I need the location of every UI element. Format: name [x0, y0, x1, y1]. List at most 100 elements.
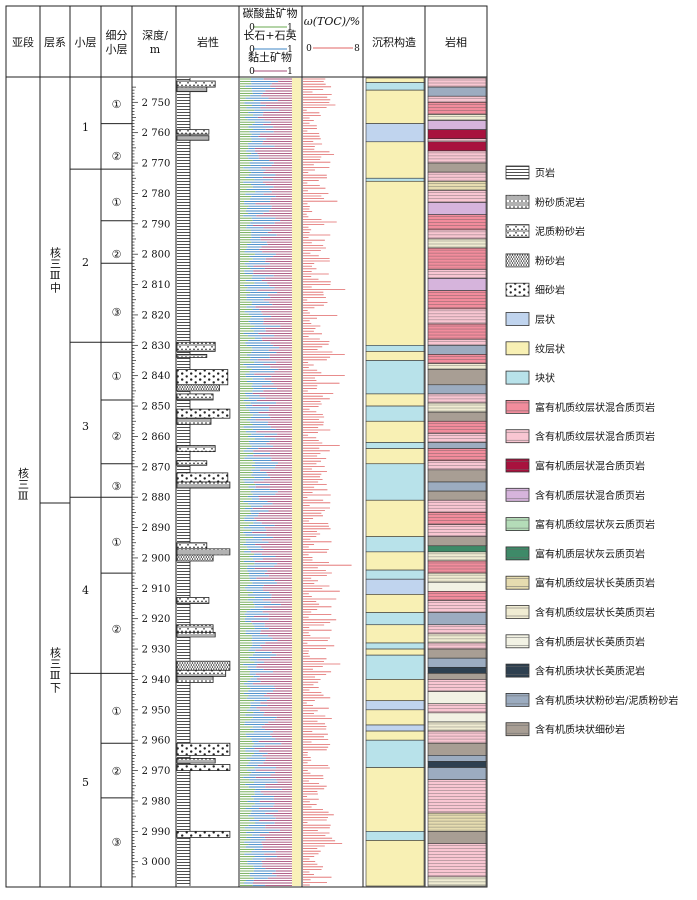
- facies-interval: [427, 545, 487, 553]
- depth-tick-label: 2 850: [142, 402, 171, 413]
- header-depth-line2: m: [150, 43, 161, 56]
- facies-interval: [427, 648, 487, 659]
- legend-item: 富有机质层状灰云质页岩: [505, 546, 645, 561]
- facies-interval: [427, 624, 487, 635]
- structure-interval: [365, 180, 425, 346]
- toc-track: [303, 78, 352, 886]
- facies-interval: [427, 354, 487, 364]
- lithology-bed: [176, 548, 231, 556]
- lithology-bed: [176, 830, 231, 838]
- legend-label: 粉砂质泥岩: [535, 196, 585, 209]
- lithology-bed: [176, 393, 214, 401]
- lithology-bed: [176, 597, 210, 604]
- legend-item: 泥质粉砂岩: [505, 224, 585, 238]
- depth-tick-label: 2 860: [142, 432, 171, 443]
- lithology-bed: [176, 669, 227, 677]
- structure-interval: [365, 177, 425, 182]
- legend-item: 富有机质纹层状混合质页岩: [505, 399, 655, 414]
- facies-interval: [427, 77, 487, 88]
- facies-swatch: [505, 546, 530, 561]
- structure-interval: [365, 642, 425, 650]
- header-layer-system: 层系: [44, 36, 66, 49]
- depth-tick-label: 2 820: [142, 310, 171, 321]
- legend-item: 富有机质纹层状灰云质页岩: [505, 517, 655, 531]
- facies-interval: [427, 290, 487, 310]
- facies-interval: [427, 490, 487, 501]
- depth-tick-label: 2 800: [142, 250, 171, 261]
- legend-item: 含有机质块状粉砂岩/泥质粉砂岩: [505, 693, 678, 707]
- laminated-swatch: [505, 341, 530, 356]
- structure-interval: [365, 700, 425, 711]
- structure-interval: [365, 739, 425, 768]
- facies-interval: [427, 129, 487, 140]
- facies-interval: [427, 551, 487, 562]
- depth-tick-label: 2 890: [142, 523, 171, 534]
- depth-tick-label: 2 760: [142, 128, 171, 139]
- legend-item: 纹层状: [505, 341, 565, 356]
- facies-interval: [427, 591, 487, 601]
- facies-interval: [427, 120, 487, 130]
- facies-interval: [427, 402, 487, 413]
- depth-tick-label: 2 870: [142, 462, 171, 473]
- small-layer-3: 3: [82, 420, 89, 433]
- shale-pattern: [505, 165, 530, 180]
- legend-label: 富有机质层状混合质页岩: [535, 460, 645, 473]
- facies-interval: [427, 238, 487, 249]
- structure-interval: [365, 709, 425, 726]
- sub-layer-1-2: ②: [112, 150, 122, 163]
- structure-interval: [365, 612, 425, 626]
- facies-interval: [427, 393, 487, 404]
- structure-interval: [365, 442, 425, 449]
- depth-tick-label: 2 970: [142, 766, 171, 777]
- lithology-bed: [176, 341, 216, 352]
- legend-item: 富有机质层状混合质页岩: [505, 458, 645, 473]
- facies-interval: [427, 572, 487, 583]
- clay-scale-min: 0: [249, 67, 255, 77]
- structure-interval: [365, 393, 425, 407]
- legend-item: 含有机质纹层状长英质页岩: [505, 605, 655, 619]
- legend-label: 含有机质层状混合质页岩: [535, 489, 645, 502]
- header-facies: 岩相: [445, 35, 467, 49]
- facies-swatch: [505, 693, 530, 707]
- sub-layer-1-1: ①: [112, 98, 122, 111]
- sub-layer-3-1: ①: [112, 370, 122, 383]
- siltstone-pattern: [505, 253, 530, 268]
- facies-interval: [427, 876, 487, 887]
- facies-interval: [427, 633, 487, 644]
- structure-interval: [365, 405, 425, 422]
- facies-interval: [427, 162, 487, 173]
- structure-interval: [365, 345, 425, 352]
- depth-tick-label: 2 930: [142, 645, 171, 656]
- layer-system-label-lower: 核三Ⅲ下: [49, 646, 62, 694]
- legend-item: 含有机质块状长英质泥岩: [505, 663, 645, 678]
- legend-item: 含有机质纹层状混合质页岩: [505, 429, 655, 443]
- small-layer-1: 1: [82, 121, 89, 134]
- depth-tick-label: 2 790: [142, 219, 171, 230]
- legend-label: 泥质粉砂岩: [535, 225, 585, 238]
- structure-interval: [365, 420, 425, 443]
- legend-label: 页岩: [535, 167, 555, 180]
- facies-interval: [427, 190, 487, 203]
- facies-interval: [427, 308, 487, 325]
- depth-tick-label: 2 900: [142, 553, 171, 564]
- lithology-bed: [176, 384, 220, 392]
- facies-interval: [427, 420, 487, 434]
- toc-scale-min: 0: [306, 44, 312, 54]
- lithology-bed: [176, 472, 229, 483]
- sub-layer-5-2: ②: [112, 765, 122, 778]
- facies-interval: [427, 679, 487, 692]
- carbonate-fill: [292, 78, 301, 886]
- column-headers: 亚段 层系 小层 细分 小层 深度/ m 岩性 碳酸盐矿物 长石+石英 黏土矿物…: [12, 6, 467, 64]
- lithology-bed: [176, 86, 208, 93]
- facies-interval: [427, 673, 487, 680]
- facies-swatch: [505, 458, 530, 473]
- sub-layer-2-1: ①: [112, 196, 122, 209]
- structure-interval: [365, 448, 425, 465]
- facies-swatch: [505, 722, 530, 737]
- legend-label: 层状: [535, 313, 555, 326]
- depth-tick-label: 2 780: [142, 189, 171, 200]
- layered-swatch: [505, 312, 530, 326]
- facies-interval: [427, 433, 487, 443]
- legend-label: 富有机质纹层状混合质页岩: [535, 401, 655, 414]
